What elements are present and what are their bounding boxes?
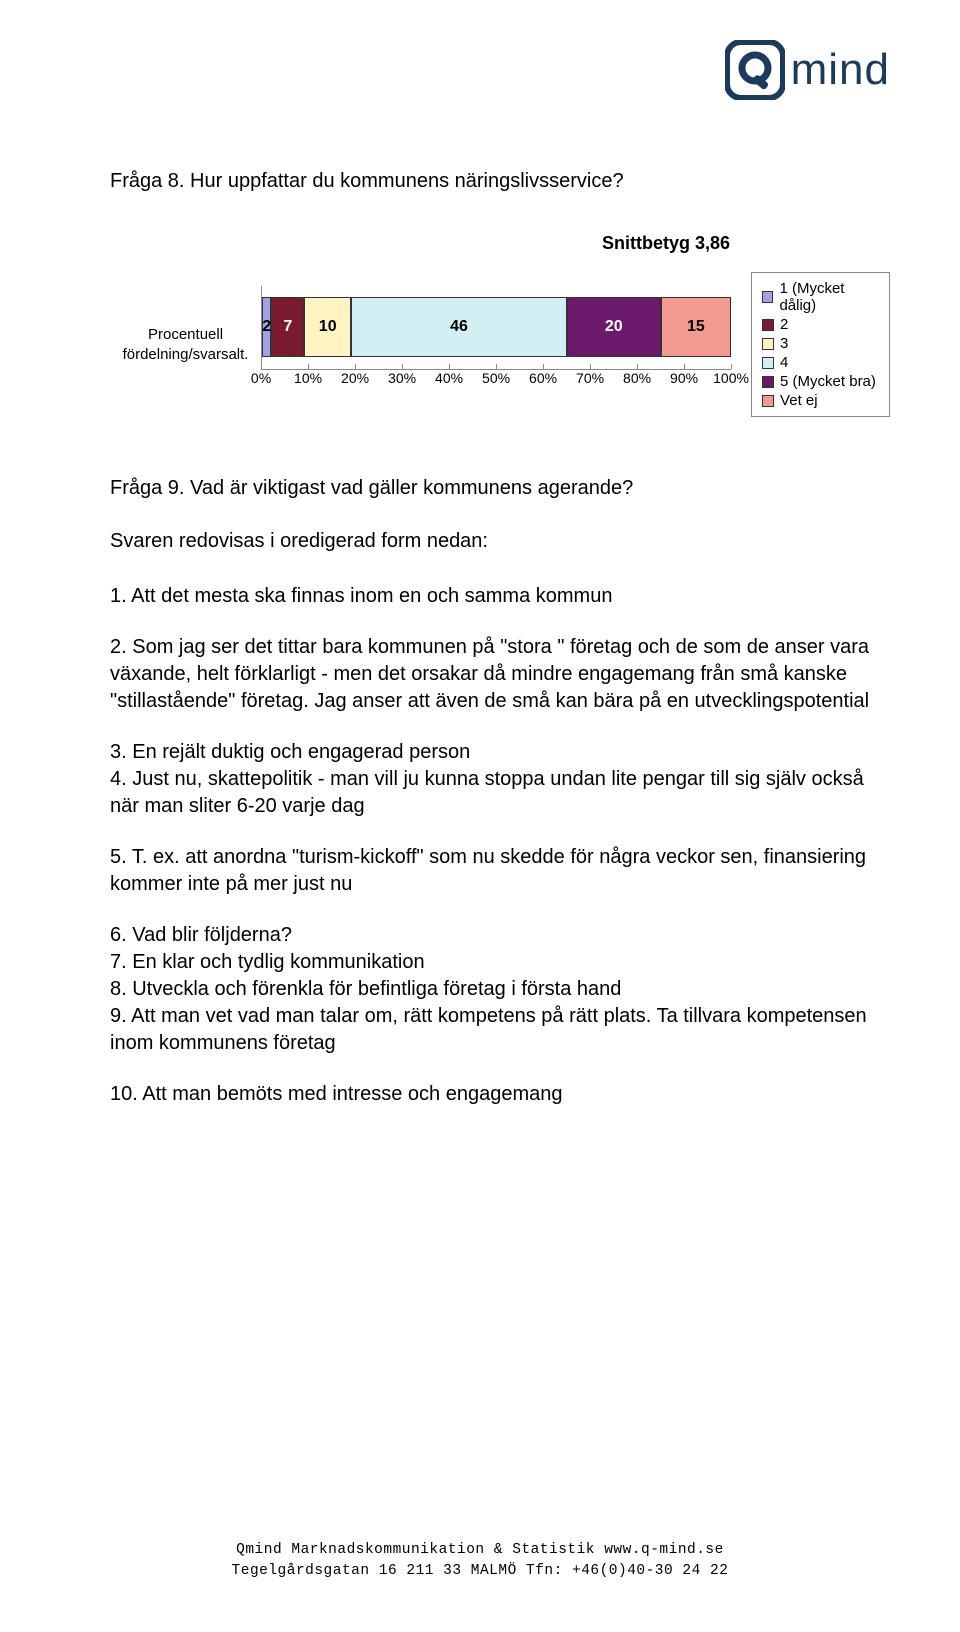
answer-item: 3. En rejält duktig och engagerad person…: [110, 739, 890, 820]
legend-label: 2: [780, 316, 788, 333]
x-tick: 80%: [623, 370, 651, 386]
answer-line: 3. En rejält duktig och engagerad person: [110, 739, 890, 766]
answer-line: 8. Utveckla och förenkla för befintliga …: [110, 976, 890, 1003]
x-tick: 10%: [294, 370, 322, 386]
legend-item: 1 (Mycket dålig): [762, 279, 879, 315]
answer-line: 9. Att man vet vad man talar om, rätt ko…: [110, 1003, 890, 1057]
legend-swatch: [762, 291, 773, 303]
page: mind Fråga 8. Hur uppfattar du kommunens…: [0, 0, 960, 1632]
answer-line: 4. Just nu, skattepolitik - man vill ju …: [110, 766, 890, 820]
footer-line1: Qmind Marknadskommunikation & Statistik …: [0, 1540, 960, 1561]
footer-line2: Tegelgårdsgatan 16 211 33 MALMÖ Tfn: +46…: [0, 1561, 960, 1582]
legend-item: 2: [762, 315, 879, 334]
answer-line: 7. En klar och tydlig kommunikation: [110, 949, 890, 976]
chart-title: Snittbetyg 3,86: [110, 233, 890, 254]
answer-item: 6. Vad blir följderna?7. En klar och tyd…: [110, 922, 890, 1057]
bar-track: 2710462015: [262, 297, 731, 357]
x-tick: 70%: [576, 370, 604, 386]
answer-item: 1. Att det mesta ska finnas inom en och …: [110, 583, 890, 610]
answer-item: 10. Att man bemöts med intresse och enga…: [110, 1081, 890, 1108]
legend-label: 1 (Mycket dålig): [779, 280, 879, 314]
legend-label: 5 (Mycket bra): [780, 373, 876, 390]
answer-line: 5. T. ex. att anordna "turism-kickoff" s…: [110, 844, 890, 898]
x-tick: 50%: [482, 370, 510, 386]
answer-item: 5. T. ex. att anordna "turism-kickoff" s…: [110, 844, 890, 898]
logo-q-icon: [725, 40, 785, 100]
legend-swatch: [762, 338, 774, 350]
answers-list: 1. Att det mesta ska finnas inom en och …: [110, 583, 890, 1108]
chart-y-label: Procentuell fördelning/svarsalt.: [110, 325, 261, 364]
logo-text: mind: [791, 45, 890, 95]
x-tick: 40%: [435, 370, 463, 386]
legend-swatch: [762, 395, 774, 407]
bar-segment: 7: [271, 297, 304, 357]
legend-label: 3: [780, 335, 788, 352]
bar-segment: 2: [262, 297, 271, 357]
x-tick: 0%: [251, 370, 271, 386]
bar-segment: 10: [304, 297, 351, 357]
question9-subhead: Svaren redovisas i oredigerad form nedan…: [110, 530, 890, 553]
question8-title: Fråga 8. Hur uppfattar du kommunens näri…: [110, 170, 890, 193]
legend-label: Vet ej: [780, 392, 818, 409]
question9-title: Fråga 9. Vad är viktigast vad gäller kom…: [110, 477, 890, 500]
bar-segment: 46: [351, 297, 567, 357]
legend-swatch: [762, 319, 774, 331]
legend-item: 3: [762, 334, 879, 353]
legend-item: 4: [762, 353, 879, 372]
answer-item: 2. Som jag ser det tittar bara kommunen …: [110, 634, 890, 715]
legend-item: Vet ej: [762, 391, 879, 410]
chart-plot-wrap: 2710462015 0%10%20%30%40%50%60%70%80%90%…: [261, 286, 731, 404]
chart-legend: 1 (Mycket dålig) 2 3 4 5 (Mycket bra) Vet ej: [751, 272, 890, 417]
answer-line: 2. Som jag ser det tittar bara kommunen …: [110, 634, 890, 715]
legend-item: 5 (Mycket bra): [762, 372, 879, 391]
answer-line: 10. Att man bemöts med intresse och enga…: [110, 1081, 890, 1108]
chart-plot-area: 2710462015: [261, 286, 731, 370]
bar-segment: 15: [661, 297, 731, 357]
x-tick: 100%: [713, 370, 749, 386]
x-axis-ticks: 0%10%20%30%40%50%60%70%80%90%100%: [261, 370, 731, 404]
chart-row: Procentuell fördelning/svarsalt. 2710462…: [110, 272, 890, 417]
answer-line: 6. Vad blir följderna?: [110, 922, 890, 949]
legend-swatch: [762, 357, 774, 369]
legend-label: 4: [780, 354, 788, 371]
x-tick: 90%: [670, 370, 698, 386]
x-tick: 30%: [388, 370, 416, 386]
legend-swatch: [762, 376, 774, 388]
footer: Qmind Marknadskommunikation & Statistik …: [0, 1540, 960, 1582]
bar-segment: 20: [567, 297, 661, 357]
x-tick: 20%: [341, 370, 369, 386]
logo: mind: [725, 40, 890, 100]
x-tick: 60%: [529, 370, 557, 386]
answer-line: 1. Att det mesta ska finnas inom en och …: [110, 583, 890, 610]
